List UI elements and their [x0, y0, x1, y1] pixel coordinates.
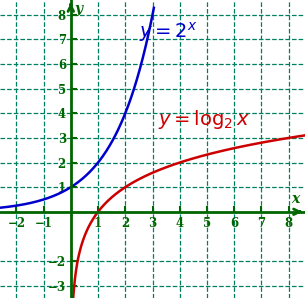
Text: $y=2^{x}$: $y=2^{x}$	[139, 20, 198, 44]
Text: x: x	[291, 193, 300, 207]
Text: y: y	[74, 2, 82, 16]
Text: $y=\log_2 x$: $y=\log_2 x$	[158, 108, 250, 131]
